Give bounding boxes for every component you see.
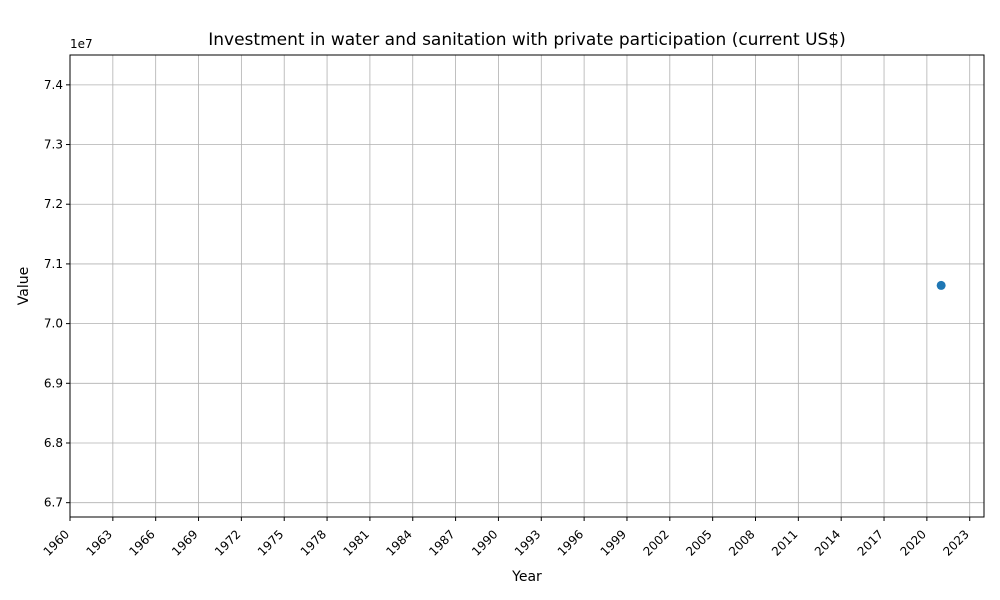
x-tick-label: 1969 bbox=[169, 527, 200, 558]
data-point bbox=[936, 280, 946, 290]
y-tick-label: 7.1 bbox=[44, 257, 63, 271]
x-axis-ticks: 1960 1963 1966 1969 1972 1975 1978 1981 1984 1987… bbox=[41, 517, 972, 559]
x-tick-label: 2020 bbox=[897, 527, 928, 558]
x-tick-label: 1987 bbox=[426, 527, 457, 558]
x-tick-label: 1963 bbox=[83, 527, 114, 558]
y-axis-label: Value bbox=[16, 267, 32, 305]
x-tick-label: 2023 bbox=[940, 527, 971, 558]
x-tick-label: 2014 bbox=[812, 527, 843, 558]
x-tick-label: 2002 bbox=[640, 527, 671, 558]
x-tick-label: 1996 bbox=[555, 527, 586, 558]
x-tick-label: 1999 bbox=[598, 527, 629, 558]
x-tick-label: 2017 bbox=[855, 527, 886, 558]
x-tick-label: 1975 bbox=[255, 527, 286, 558]
grid-layer bbox=[69, 55, 984, 517]
x-tick-label: 2005 bbox=[683, 527, 714, 558]
y-tick-label: 7.3 bbox=[44, 138, 63, 152]
x-tick-label: 1960 bbox=[41, 527, 72, 558]
x-tick-label: 1981 bbox=[341, 527, 372, 558]
x-tick-label: 1972 bbox=[212, 527, 243, 558]
x-tick-label: 1990 bbox=[469, 527, 500, 558]
plot-frame bbox=[69, 54, 985, 518]
y-tick-label: 7.4 bbox=[44, 78, 63, 92]
y-tick-label: 7.0 bbox=[44, 317, 63, 331]
y-tick-label: 6.8 bbox=[44, 436, 63, 450]
x-tick-label: 2011 bbox=[769, 527, 800, 558]
chart-title: Investment in water and sanitation with … bbox=[208, 30, 846, 50]
y-tick-label: 7.2 bbox=[44, 197, 63, 211]
x-tick-label: 1966 bbox=[126, 527, 157, 558]
y-axis-ticks: 6.7 6.8 6.9 7.0 7.1 7.2 7.3 7.4 bbox=[44, 78, 70, 510]
x-axis-label: Year bbox=[511, 569, 542, 585]
y-tick-label: 6.7 bbox=[44, 496, 63, 510]
x-tick-label: 1993 bbox=[512, 527, 543, 558]
x-tick-label: 2008 bbox=[726, 527, 757, 558]
y-offset-label: 1e7 bbox=[70, 37, 93, 51]
data-layer bbox=[936, 280, 946, 290]
x-tick-label: 1984 bbox=[383, 527, 414, 558]
x-tick-label: 1978 bbox=[298, 527, 329, 558]
y-tick-label: 6.9 bbox=[44, 376, 63, 390]
